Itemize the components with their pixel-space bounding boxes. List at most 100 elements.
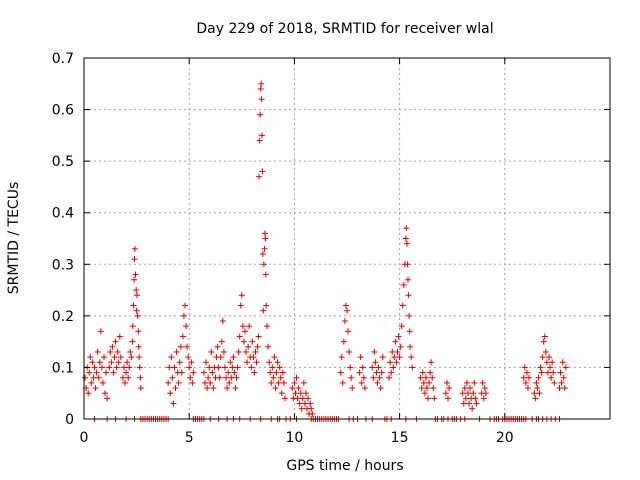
data-point xyxy=(115,359,122,366)
data-point xyxy=(391,354,398,361)
data-point xyxy=(466,400,473,407)
data-point xyxy=(463,379,470,386)
data-point xyxy=(90,374,97,381)
data-point xyxy=(126,364,133,371)
data-point xyxy=(397,343,404,350)
data-point xyxy=(295,385,302,392)
data-point xyxy=(257,111,264,118)
data-point xyxy=(359,364,366,371)
data-point xyxy=(374,379,381,386)
data-point xyxy=(549,359,556,366)
data-point xyxy=(260,307,267,314)
data-point xyxy=(482,390,489,397)
data-point xyxy=(473,400,480,407)
data-point xyxy=(309,410,316,417)
data-point xyxy=(523,369,530,376)
data-point xyxy=(266,359,273,366)
data-point xyxy=(342,302,349,309)
data-point xyxy=(273,369,280,376)
data-point xyxy=(377,385,384,392)
data-point xyxy=(95,374,102,381)
data-point xyxy=(241,328,248,335)
data-point xyxy=(394,348,401,355)
data-point xyxy=(398,323,405,330)
data-point xyxy=(256,137,263,144)
data-point xyxy=(123,369,130,376)
data-point xyxy=(253,359,260,366)
data-point xyxy=(107,348,114,355)
data-point xyxy=(292,390,299,397)
data-point xyxy=(250,354,257,361)
data-point xyxy=(480,395,487,402)
data-point xyxy=(131,245,138,252)
data-point xyxy=(360,374,367,381)
data-point xyxy=(561,385,568,392)
data-point xyxy=(349,385,356,392)
data-point xyxy=(308,405,315,412)
data-point xyxy=(481,385,488,392)
data-point xyxy=(472,395,479,402)
data-point xyxy=(87,354,94,361)
data-point xyxy=(405,276,412,283)
data-point xyxy=(399,302,406,309)
data-point xyxy=(225,369,232,376)
data-point xyxy=(461,385,468,392)
data-point xyxy=(173,348,180,355)
data-point xyxy=(551,379,558,386)
data-point xyxy=(259,168,266,175)
data-point xyxy=(386,374,393,381)
data-point xyxy=(407,343,414,350)
data-point xyxy=(271,354,278,361)
data-point xyxy=(104,395,111,402)
data-point xyxy=(228,374,235,381)
data-point xyxy=(422,374,429,381)
data-point xyxy=(307,400,314,407)
data-point xyxy=(430,385,437,392)
data-point xyxy=(169,374,176,381)
data-point xyxy=(179,333,186,340)
data-point xyxy=(218,338,225,345)
data-point xyxy=(547,364,554,371)
data-point xyxy=(245,343,252,350)
data-point xyxy=(338,354,345,361)
data-point xyxy=(249,338,256,345)
data-point xyxy=(98,364,105,371)
data-point xyxy=(113,364,120,371)
data-point xyxy=(537,364,544,371)
data-point xyxy=(134,292,141,299)
data-point xyxy=(270,374,277,381)
data-point xyxy=(357,354,364,361)
data-point xyxy=(239,323,246,330)
data-point xyxy=(232,385,239,392)
data-point xyxy=(544,369,551,376)
plot-frame xyxy=(83,57,611,420)
data-point xyxy=(294,395,301,402)
data-point xyxy=(345,328,352,335)
y-tick-label: 0.5 xyxy=(52,154,74,170)
data-point xyxy=(460,400,467,407)
data-point xyxy=(99,379,106,386)
data-point xyxy=(524,385,531,392)
data-point xyxy=(291,379,298,386)
data-point xyxy=(190,369,197,376)
data-point xyxy=(405,292,412,299)
chart-title: Day 229 of 2018, SRMTID for receiver wla… xyxy=(196,21,493,37)
data-point xyxy=(520,374,527,381)
data-point xyxy=(361,385,368,392)
data-point xyxy=(388,369,395,376)
data-point xyxy=(462,395,469,402)
data-point xyxy=(389,348,396,355)
data-point xyxy=(235,348,242,355)
data-point xyxy=(400,281,407,288)
y-tick-label: 0.4 xyxy=(52,206,74,222)
data-point xyxy=(562,364,569,371)
data-point xyxy=(165,379,172,386)
data-point xyxy=(559,359,566,366)
data-point xyxy=(536,390,543,397)
data-point xyxy=(230,354,237,361)
data-point xyxy=(403,225,410,232)
data-point xyxy=(267,369,274,376)
data-point xyxy=(185,354,192,361)
data-point xyxy=(243,348,250,355)
data-point xyxy=(426,379,433,386)
